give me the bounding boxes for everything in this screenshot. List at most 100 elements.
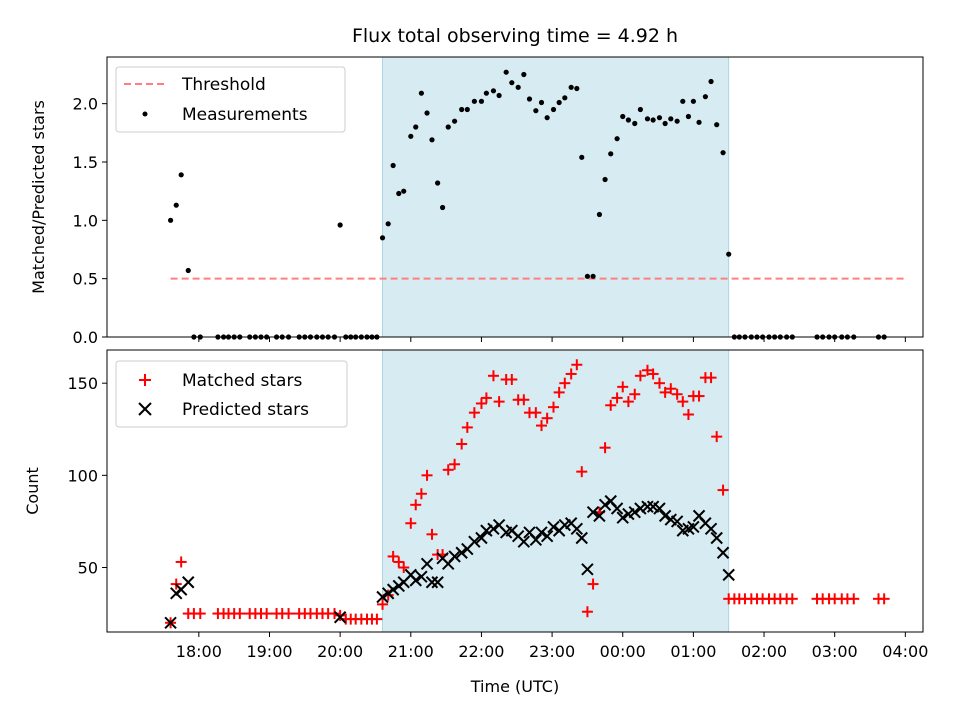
measurement-point [674, 118, 680, 124]
matched-star-point [611, 392, 623, 404]
matched-star-point [535, 420, 547, 432]
count-y-axis-label: Count [23, 467, 42, 515]
matched-star-point [480, 392, 492, 404]
predicted-star-point [722, 568, 735, 582]
ratio-plot-area [167, 69, 906, 340]
measurement-point [720, 150, 726, 156]
predicted-star-point [628, 505, 641, 519]
x-tick-label: 23:00 [529, 642, 575, 661]
matched-star-point [617, 381, 629, 393]
measurement-point [490, 88, 497, 94]
matched-star-point [475, 397, 487, 409]
highlight-span [382, 56, 730, 338]
predicted-star-point [535, 526, 548, 539]
y-tick-label: 2.0 [73, 95, 98, 114]
measurement-point [429, 137, 435, 143]
measurement-point [685, 113, 692, 120]
predicted-star-point [586, 505, 600, 519]
predicted-star-point [468, 535, 481, 548]
measurement-point [173, 202, 179, 208]
matched-star-point [468, 407, 480, 419]
measurement-point [644, 116, 651, 122]
matched-legend-swatch [139, 374, 151, 386]
ratio-axes: 0.0 0.5 1.0 1.5 2.0 [73, 95, 906, 347]
predicted-legend-swatch [138, 402, 152, 416]
matched-star-point [717, 484, 729, 496]
matched-star-point [878, 593, 890, 605]
predicted-star-point [517, 535, 531, 548]
x-tick-label: 21:00 [388, 642, 434, 661]
x-tick-label: 02:00 [741, 642, 787, 661]
matched-star-point [705, 372, 717, 384]
count-axes-frame [106, 349, 924, 633]
measurement-point [726, 251, 732, 257]
matched-star-point [682, 409, 694, 421]
matched-star-point [426, 528, 438, 540]
matched-star-point [581, 606, 593, 618]
predicted-star-point [529, 533, 543, 547]
matched-star-point [398, 561, 410, 573]
measurement-point [584, 273, 591, 279]
x-tick-label: 19:00 [246, 642, 292, 661]
measurement-point [496, 92, 502, 99]
matched-star-point [393, 556, 405, 568]
measurement-point [690, 98, 696, 104]
x-tick-label: 04:00 [882, 642, 928, 661]
measurement-point [459, 106, 465, 113]
measurement-point [515, 84, 521, 90]
measurements-legend-label: Measurements [182, 105, 308, 125]
predicted-star-point [634, 502, 647, 515]
predicted-star-point [487, 522, 500, 535]
measurement-point [385, 221, 391, 227]
predicted-star-point [704, 522, 718, 535]
predicted-star-point [431, 576, 444, 589]
matched-star-point [334, 609, 346, 621]
measurement-point [167, 217, 174, 223]
measurement-point [424, 110, 430, 116]
matched-star-point [599, 442, 611, 454]
measurement-point [702, 94, 709, 100]
measurement-point [680, 98, 686, 104]
matched-star-point [377, 598, 389, 610]
measurement-point [714, 122, 720, 128]
x-tick-label: 18:00 [176, 642, 222, 661]
y-tick-label: 100 [67, 466, 98, 485]
predicted-star-point [658, 509, 672, 523]
predicted-star-point [164, 616, 177, 629]
measurement-point [396, 190, 402, 197]
y-tick-label: 1.0 [73, 211, 98, 230]
measurement-point [464, 106, 470, 113]
measurement-point [390, 162, 396, 169]
matched-star-point [493, 396, 505, 408]
x-tick-label: 22:00 [458, 642, 504, 661]
measurement-point [602, 176, 608, 183]
matched-star-point [565, 368, 577, 380]
matched-star-point [487, 370, 499, 382]
ratio-y-axis-label: Matched/Predicted stars [29, 100, 48, 294]
matched-star-point [442, 464, 454, 476]
predicted-star-point [333, 611, 347, 624]
matched-star-point [786, 593, 798, 605]
measurement-point [614, 136, 620, 142]
measurement-point [509, 80, 515, 86]
measurement-point [401, 188, 407, 194]
matched-star-point [677, 396, 689, 408]
measurement-point [503, 69, 509, 75]
count-legend: Matched stars Predicted stars [115, 360, 348, 428]
measurement-point [185, 267, 191, 274]
matched-star-point [665, 383, 677, 395]
measurement-point [696, 119, 702, 125]
matched-star-point [371, 613, 383, 625]
matched-star-point [410, 499, 422, 511]
measurement-point [521, 71, 527, 78]
matched-star-point [548, 401, 560, 413]
predicted-star-point [425, 576, 439, 589]
ratio-legend: Threshold Measurements [115, 66, 346, 133]
measurement-point [708, 78, 714, 85]
measurement-point [556, 99, 562, 106]
matched-star-point [571, 359, 583, 371]
measurement-point [408, 133, 414, 139]
measurement-point [478, 98, 485, 104]
measurement-point [550, 106, 557, 113]
matched-star-point [283, 608, 295, 620]
